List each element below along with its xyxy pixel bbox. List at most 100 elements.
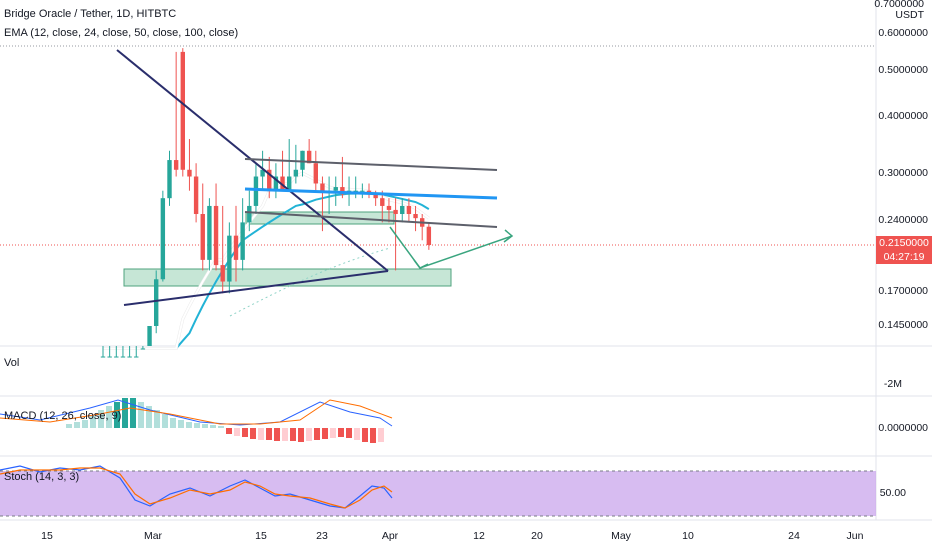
candle-body <box>386 205 392 210</box>
time-tick: May <box>611 530 631 542</box>
candle-body <box>340 187 345 195</box>
macd-histogram-bar <box>90 416 96 428</box>
macd-histogram-bar <box>194 423 200 428</box>
macd-histogram-bar <box>226 428 232 434</box>
candle-body <box>120 356 126 358</box>
time-tick: 15 <box>255 530 267 542</box>
macd-histogram-bar <box>186 422 192 428</box>
price-pane <box>0 0 932 521</box>
macd-histogram-bar <box>218 426 224 428</box>
candle-body <box>140 348 146 350</box>
bar-countdown: 04:27:19 <box>876 250 932 264</box>
candle-body <box>167 160 172 199</box>
candle-body <box>220 265 225 282</box>
currency-label: USDT <box>895 9 924 21</box>
macd-histogram-bar <box>66 424 72 428</box>
ema-indicator-label[interactable]: EMA (12, close, 24, close, 50, close, 10… <box>4 27 239 39</box>
volume-label[interactable]: Vol <box>4 357 20 369</box>
macd-histogram-bar <box>322 428 328 439</box>
macd-histogram-bar <box>298 428 304 442</box>
candle-body <box>107 356 112 358</box>
time-tick: 10 <box>682 530 694 542</box>
candle-body <box>233 235 239 260</box>
forecast-arrowhead <box>503 229 514 243</box>
candle-body <box>360 190 365 192</box>
macd-histogram-bar <box>330 428 336 438</box>
price-tick: 0.6000000 <box>878 27 928 39</box>
forecast-path <box>389 226 513 269</box>
candle-body <box>287 176 292 191</box>
candle-body <box>380 198 385 206</box>
candle-body <box>207 205 212 260</box>
candle-body <box>154 279 159 326</box>
macd-tick: 0.0000000 <box>878 422 928 434</box>
macd-pane <box>0 398 393 443</box>
candle-body <box>406 205 412 215</box>
candle-body <box>134 356 139 358</box>
stoch-pane <box>0 465 876 517</box>
candle-body <box>353 190 358 192</box>
ascending-trendline <box>123 270 389 306</box>
candle-body <box>313 163 318 184</box>
candle-body <box>100 356 106 358</box>
candle-body <box>247 205 252 223</box>
stoch-label[interactable]: Stoch (14, 3, 3) <box>4 471 80 483</box>
macd-histogram-bar <box>234 428 240 436</box>
macd-histogram-bar <box>154 410 160 428</box>
ema-50-line <box>229 247 391 317</box>
time-tick: Jun <box>846 530 864 542</box>
upper-channel-line <box>244 158 498 171</box>
time-tick: 15 <box>41 530 53 542</box>
candle-body <box>306 150 312 164</box>
candle-body <box>160 198 166 280</box>
macd-histogram-bar <box>314 428 320 440</box>
macd-histogram-bar <box>250 428 256 439</box>
macd-histogram-bar <box>74 422 80 428</box>
macd-histogram-bar <box>346 428 352 438</box>
candle-body <box>213 205 219 266</box>
candle-body <box>114 356 119 358</box>
lower-channel-line <box>244 211 498 228</box>
macd-histogram-bar <box>122 398 128 428</box>
macd-histogram-bar <box>266 428 272 440</box>
macd-histogram-bar <box>290 428 296 441</box>
candle-body <box>200 214 205 260</box>
time-tick: 20 <box>531 530 543 542</box>
macd-signal-line <box>0 399 393 425</box>
macd-histogram-bar <box>146 406 152 428</box>
candle-body <box>180 51 185 170</box>
macd-histogram-bar <box>362 428 368 442</box>
candle-body <box>333 187 338 191</box>
current-price-tag: 0.2150000 <box>876 236 932 250</box>
macd-histogram-bar <box>274 428 280 441</box>
descending-trendline <box>116 49 389 272</box>
macd-histogram-bar <box>170 418 176 428</box>
resistance-line <box>244 187 498 200</box>
candle-body <box>173 160 179 170</box>
price-axis-top-clipped: 0.7000000 <box>874 0 924 10</box>
candle-body <box>253 176 259 206</box>
price-tick: 0.4000000 <box>878 110 928 122</box>
time-tick: 12 <box>473 530 485 542</box>
macd-histogram-bar <box>114 402 120 428</box>
macd-histogram-bar <box>130 398 136 428</box>
macd-histogram-bar <box>258 428 264 440</box>
price-tick: 0.2400000 <box>878 214 928 226</box>
macd-histogram-bar <box>210 425 216 428</box>
macd-histogram-bar <box>162 414 168 428</box>
stoch-band <box>0 471 876 516</box>
candle-body <box>300 150 305 170</box>
candle-body <box>393 209 398 215</box>
candle-body <box>426 226 432 246</box>
candle-body <box>273 176 279 191</box>
candle-body <box>280 176 285 191</box>
candle-body <box>127 356 132 358</box>
candle-body <box>413 214 418 219</box>
volume-tick: -2M <box>883 378 902 390</box>
candle-body <box>260 169 265 177</box>
macd-label[interactable]: MACD (12, 26, close, 9) <box>4 410 122 422</box>
symbol-title[interactable]: Bridge Oracle / Tether, 1D, HITBTC <box>4 8 177 20</box>
ema-12-line <box>103 171 430 350</box>
candle-body <box>400 205 405 215</box>
